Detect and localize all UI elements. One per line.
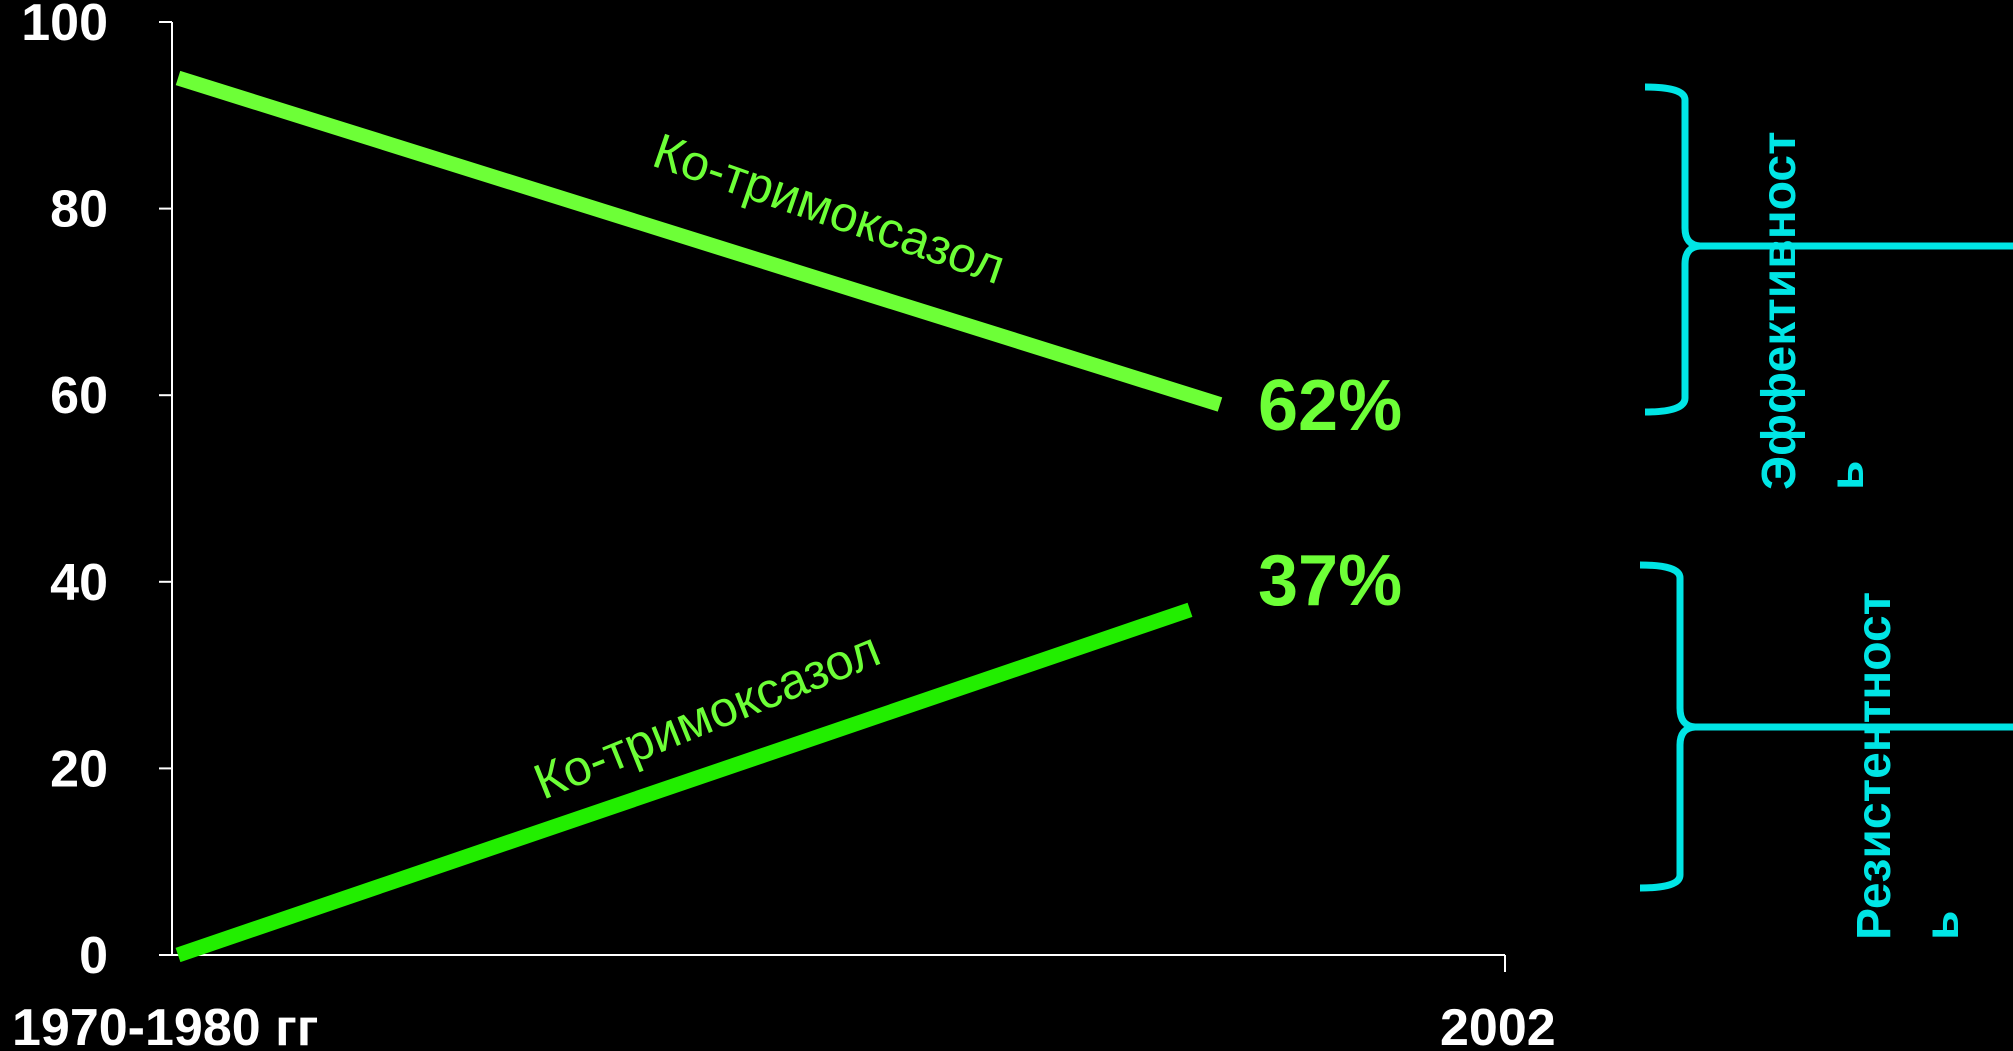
resistance-bracket: [1639, 561, 2013, 892]
y-tick-label: 40: [50, 554, 108, 612]
resistance-bracket-label-line2: ь: [1916, 910, 1969, 940]
x-tick-label-end: 2002: [1440, 999, 1556, 1051]
y-tick-label: 0: [79, 927, 108, 985]
series-resistance-line: [175, 602, 1193, 963]
y-tick-label: 80: [50, 181, 108, 239]
x-tick-label-start: 1970-1980 гг: [12, 999, 318, 1051]
y-tick-label: 60: [50, 367, 108, 425]
efficacy-bracket-label-line2: ь: [1821, 460, 1874, 490]
series-efficacy-name: Ко-тримоксазол: [646, 122, 1012, 295]
y-tick-labels: 0 20 40 60 80 100: [21, 0, 172, 985]
y-tick-label: 100: [21, 0, 108, 52]
resistance-bracket-label-line1: Резистентност: [1848, 592, 1901, 940]
series-efficacy-line: [175, 70, 1223, 412]
efficacy-bracket: [1644, 83, 2013, 416]
series-efficacy-data-label: 62%: [1258, 366, 1402, 446]
y-tick-label: 20: [50, 740, 108, 798]
efficacy-bracket-label-line1: Эффективност: [1753, 131, 1806, 490]
series-resistance-data-label: 37%: [1258, 541, 1402, 621]
